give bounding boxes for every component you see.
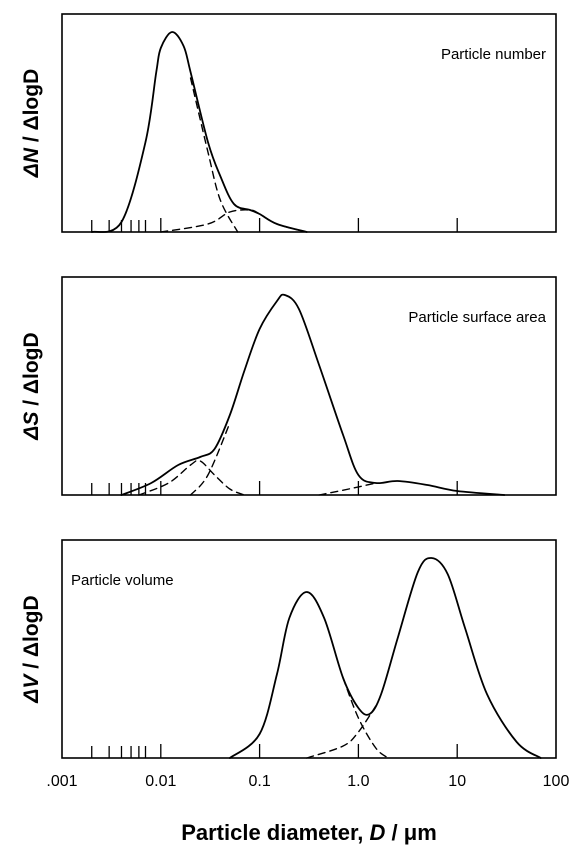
mode-curve-dashed <box>189 77 239 233</box>
x-tick-label: 0.1 <box>248 773 270 790</box>
panel-1: Particle number ΔN / ΔlogD <box>20 13 557 233</box>
total-distribution-curve <box>228 557 542 759</box>
x-axis-label: Particle diameter, D / μm <box>181 820 437 845</box>
total-distribution-curve <box>120 293 506 496</box>
total-distribution-curve <box>90 31 308 233</box>
panel-annotation: Particle surface area <box>408 309 546 326</box>
x-tick-label: 10 <box>448 773 466 790</box>
mode-curve-dashed <box>189 422 231 496</box>
y-axis-label: ΔS / ΔlogD <box>20 332 43 440</box>
panel-2: Particle surface area ΔS / ΔlogD <box>20 276 557 496</box>
x-tick-label: .001 <box>46 773 77 790</box>
x-tick-label: 100 <box>543 773 570 790</box>
plot-frame <box>61 13 557 233</box>
x-tick-label: 1.0 <box>347 773 369 790</box>
plot-frame <box>61 276 557 496</box>
x-tick-label: 0.01 <box>145 773 176 790</box>
mode-curve-dashed <box>160 209 308 233</box>
y-axis-label: ΔN / ΔlogD <box>20 69 43 179</box>
mode-curve-dashed <box>306 705 377 759</box>
mode-curve-dashed <box>318 482 377 496</box>
mode-curve-dashed <box>138 459 245 496</box>
panel-annotation: Particle number <box>441 46 546 63</box>
panel-annotation: Particle volume <box>71 572 174 589</box>
panel-3: Particle volume ΔV / ΔlogD .001 0.01 0.1 1.0 1… <box>20 539 570 845</box>
y-axis-label: ΔV / ΔlogD <box>20 595 43 703</box>
mode-curve-dashed <box>342 677 389 759</box>
